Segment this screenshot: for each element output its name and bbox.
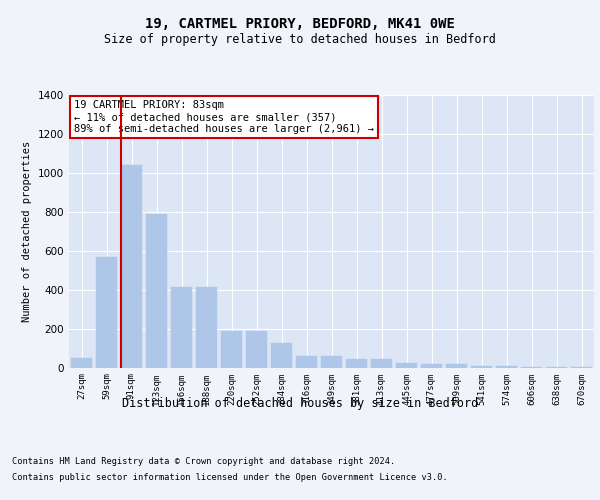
- Text: Size of property relative to detached houses in Bedford: Size of property relative to detached ho…: [104, 32, 496, 46]
- Text: Distribution of detached houses by size in Bedford: Distribution of detached houses by size …: [122, 398, 478, 410]
- Bar: [346, 358, 367, 368]
- Bar: [296, 356, 317, 368]
- Bar: [396, 362, 417, 368]
- Bar: [96, 256, 117, 368]
- Bar: [521, 366, 542, 368]
- Bar: [221, 332, 242, 368]
- Bar: [546, 367, 567, 368]
- Text: 19 CARTMEL PRIORY: 83sqm
← 11% of detached houses are smaller (357)
89% of semi-: 19 CARTMEL PRIORY: 83sqm ← 11% of detach…: [74, 100, 374, 134]
- Bar: [271, 343, 292, 367]
- Bar: [171, 286, 192, 368]
- Bar: [321, 356, 342, 368]
- Bar: [496, 366, 517, 368]
- Text: Contains public sector information licensed under the Open Government Licence v3: Contains public sector information licen…: [12, 472, 448, 482]
- Bar: [446, 364, 467, 368]
- Bar: [196, 286, 217, 368]
- Y-axis label: Number of detached properties: Number of detached properties: [22, 140, 32, 322]
- Text: 19, CARTMEL PRIORY, BEDFORD, MK41 0WE: 19, CARTMEL PRIORY, BEDFORD, MK41 0WE: [145, 18, 455, 32]
- Bar: [121, 165, 142, 368]
- Bar: [471, 366, 492, 368]
- Bar: [246, 332, 267, 368]
- Bar: [371, 358, 392, 368]
- Bar: [146, 214, 167, 368]
- Text: Contains HM Land Registry data © Crown copyright and database right 2024.: Contains HM Land Registry data © Crown c…: [12, 458, 395, 466]
- Bar: [421, 364, 442, 368]
- Bar: [71, 358, 92, 368]
